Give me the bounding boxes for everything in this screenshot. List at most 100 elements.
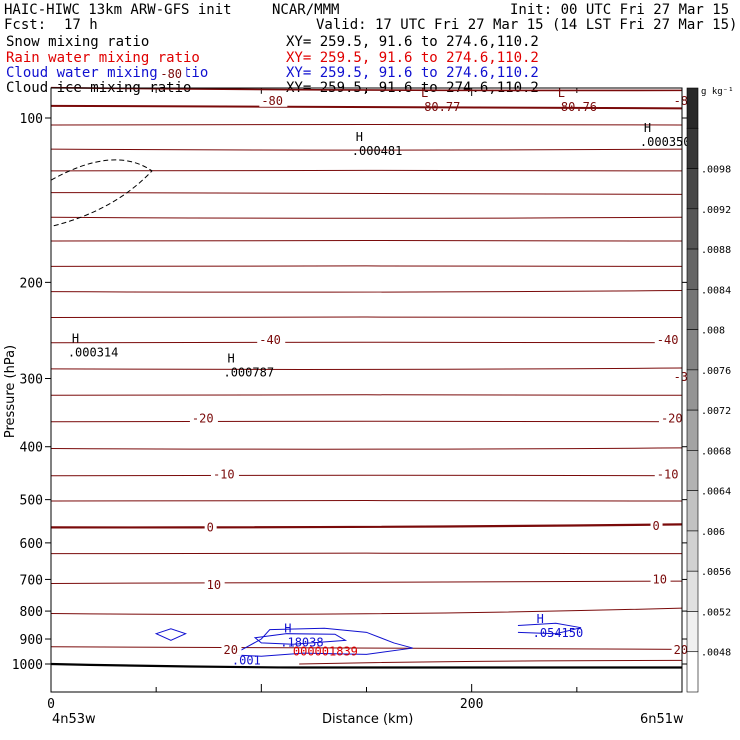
label-mask xyxy=(204,520,217,534)
field-snow-xy: XY= 259.5, 91.6 to 274.6,110.2 xyxy=(286,34,539,50)
isotherm-line xyxy=(50,474,683,477)
org-label: NCAR/MMM xyxy=(272,2,340,18)
colorbar-bin xyxy=(686,208,699,250)
isotherm-line xyxy=(299,659,683,665)
right-endpoint: 6n51w xyxy=(640,712,684,727)
isotherm-line xyxy=(50,290,683,293)
isotherm-line xyxy=(50,580,683,584)
colorbar-label: .0076 xyxy=(701,366,731,377)
isotherm-label: -40 xyxy=(657,333,679,347)
y-tick-label: 200 xyxy=(20,276,43,291)
colorbar-bin xyxy=(686,289,699,330)
label-mask xyxy=(221,642,242,656)
colorbar-label: .006 xyxy=(701,527,725,538)
label-mask xyxy=(210,467,239,481)
colorbar-label: .008 xyxy=(701,326,725,337)
isotherm-label: 20 xyxy=(674,643,688,657)
field-rain-xy: XY= 259.5, 91.6 to 274.6,110.2 xyxy=(286,50,539,66)
colorbar-bin xyxy=(686,127,699,169)
label-mask xyxy=(158,66,187,80)
label-mask xyxy=(189,411,218,425)
isotherm-line xyxy=(50,265,683,267)
isotherm-line xyxy=(50,341,683,344)
colorbar-label: .0048 xyxy=(701,648,731,659)
isotherm-line xyxy=(50,552,683,555)
field-cloudwater-xy: XY= 259.5, 91.6 to 274.6,110.2 xyxy=(286,65,539,81)
label-mask xyxy=(654,332,683,346)
fcst-value: 17 h xyxy=(64,17,98,33)
x-tick-label: 0 xyxy=(47,697,55,712)
isotherm-line xyxy=(50,124,683,126)
colorbar-label: .0072 xyxy=(701,406,731,417)
cloud-ice-contour xyxy=(50,159,153,227)
isotherm-line xyxy=(50,216,683,219)
y-axis-label: Pressure (hPa) xyxy=(3,344,19,439)
colorbar-units: g kg⁻¹ xyxy=(701,87,734,97)
isotherm-label: 20 xyxy=(223,643,237,657)
extremum-value: -80.77 xyxy=(417,100,460,114)
colorbar-bin xyxy=(686,530,699,572)
isotherm-label: 0 xyxy=(207,520,214,534)
fcst-label: Fcst: xyxy=(4,17,47,33)
extremum-marker: L xyxy=(558,86,565,100)
extremum-value: -80.76 xyxy=(554,100,597,114)
isotherm-label: -80 xyxy=(261,94,283,108)
y-tick-label: 100 xyxy=(20,112,43,127)
colorbar-bin xyxy=(686,611,699,653)
extremum-value: .18038 xyxy=(280,635,323,649)
colorbar-label: .0098 xyxy=(701,165,731,176)
y-tick-label: 300 xyxy=(20,373,43,388)
y-tick-label: 400 xyxy=(20,441,43,456)
isotherm-line xyxy=(50,646,683,650)
isotherm-label: -20 xyxy=(192,411,214,425)
extremum-value: .001 xyxy=(232,653,261,667)
colorbar-label: .0064 xyxy=(701,487,731,498)
isotherm-label: 10 xyxy=(653,572,667,586)
surface-line xyxy=(50,662,682,669)
isotherm-line xyxy=(50,367,683,370)
label-mask xyxy=(259,93,288,107)
label-mask xyxy=(650,519,663,533)
isotherm-label: -20 xyxy=(661,411,683,425)
isotherm-line xyxy=(50,394,683,396)
colorbar-label: .0052 xyxy=(701,607,731,618)
extremum-marker: L xyxy=(421,86,428,100)
label-mask xyxy=(204,578,225,592)
left-endpoint: 4n53w xyxy=(52,712,96,727)
isotherm-label: 0 xyxy=(653,519,660,533)
isotherm-line xyxy=(50,420,683,423)
colorbar-bin xyxy=(686,329,699,371)
extremum-marker: H xyxy=(72,331,79,345)
extremum-value: .000481 xyxy=(352,144,403,158)
y-tick-label: 800 xyxy=(20,605,43,620)
cloud-water-contour xyxy=(253,633,348,645)
cloud-water-contour xyxy=(223,627,413,657)
extremum-value: .000314 xyxy=(68,345,119,359)
isotherm-line xyxy=(50,169,683,172)
isotherm-label: -10 xyxy=(213,468,235,482)
x-axis-label: Distance (km) xyxy=(322,712,414,727)
isotherm-line xyxy=(50,607,683,615)
isotherm-line xyxy=(50,240,683,242)
colorbar-label: .0084 xyxy=(701,285,731,296)
field-rain-name: Rain water mixing ratio xyxy=(6,50,200,66)
isotherm-line xyxy=(50,192,683,195)
colorbar-bin xyxy=(686,248,699,290)
isotherm-label: -40 xyxy=(259,333,281,347)
isotherm-line xyxy=(50,500,683,502)
isotherm-label: 10 xyxy=(207,578,221,592)
isotherm-line xyxy=(50,86,683,92)
cloud-water-contour xyxy=(517,622,582,635)
valid-time: Valid: 17 UTC Fri 27 Mar 15 (14 LST Fri … xyxy=(316,17,738,33)
label-mask xyxy=(654,467,683,481)
colorbar-bin xyxy=(686,409,699,451)
plot-frame xyxy=(50,87,683,693)
y-tick-label: 600 xyxy=(20,537,43,552)
extremum-value: 000001839 xyxy=(293,645,358,659)
cloud-water-contour xyxy=(154,628,187,641)
colorbar-bin xyxy=(686,651,699,693)
isotherm-line xyxy=(50,148,683,151)
contour-lines xyxy=(50,86,683,669)
colorbar-label: .0056 xyxy=(701,567,731,578)
extremum-value: .000787 xyxy=(223,365,274,379)
